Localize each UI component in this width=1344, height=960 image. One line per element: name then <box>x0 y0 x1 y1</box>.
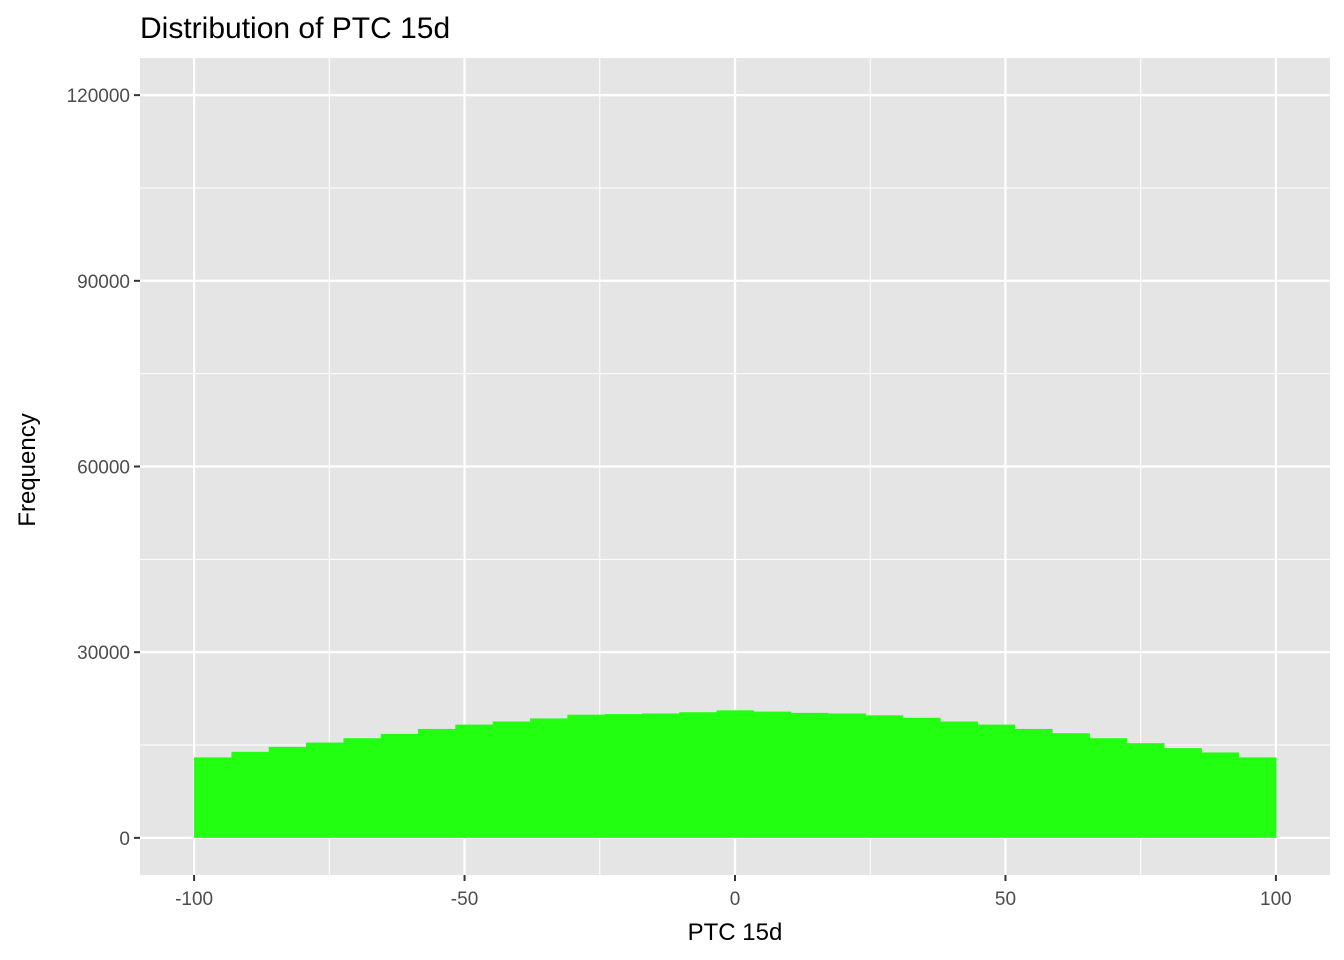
histogram-bar <box>940 721 978 838</box>
y-tick-label: 30000 <box>77 643 130 664</box>
histogram-bar <box>977 724 1016 838</box>
histogram-bar <box>679 712 718 838</box>
y-tick-label: 60000 <box>77 458 130 479</box>
x-tick-label: -100 <box>175 889 213 910</box>
histogram-bars <box>194 710 1277 838</box>
y-axis: 0 30000 60000 90000 120000 <box>67 86 140 850</box>
histogram-bar <box>418 728 456 838</box>
histogram-bar <box>1201 752 1240 838</box>
histogram-bar <box>753 711 792 838</box>
histogram-bar <box>306 742 344 838</box>
major-gridlines <box>140 58 1330 875</box>
y-tick-label: 90000 <box>77 272 130 293</box>
histogram-bar <box>455 724 494 838</box>
x-axis: -100 -50 0 50 100 <box>175 875 1292 910</box>
histogram-bar <box>1089 738 1128 838</box>
histogram-bar <box>790 712 829 838</box>
histogram-bar <box>641 713 680 838</box>
x-tick-label: 50 <box>995 889 1016 910</box>
x-axis-title: PTC 15d <box>688 919 783 946</box>
histogram-bar <box>492 721 531 838</box>
histogram-bar <box>1238 757 1277 838</box>
histogram-bar <box>268 746 307 838</box>
histogram-bar <box>231 751 270 838</box>
x-tick-label: -50 <box>451 889 478 910</box>
histogram-bar <box>194 757 233 838</box>
histogram-bar <box>343 738 382 838</box>
histogram-bar <box>567 714 606 838</box>
y-axis-title: Frequency <box>14 413 41 526</box>
histogram-bar <box>529 718 568 838</box>
histogram-bar <box>1051 733 1090 838</box>
histogram-bar <box>1126 743 1165 838</box>
histogram-bar <box>828 713 866 838</box>
histogram-bar <box>1163 748 1202 838</box>
histogram-bar <box>902 717 941 838</box>
x-tick-label: 0 <box>730 889 741 910</box>
y-tick-label: 120000 <box>67 86 130 107</box>
chart-title: Distribution of PTC 15d <box>140 12 450 45</box>
histogram-bar <box>865 715 904 838</box>
histogram-bar <box>380 733 419 838</box>
x-tick-label: 100 <box>1260 889 1292 910</box>
histogram-bar <box>604 714 643 838</box>
histogram-bar <box>716 710 754 838</box>
histogram-bar <box>1014 728 1053 838</box>
y-tick-label: 0 <box>119 829 130 850</box>
